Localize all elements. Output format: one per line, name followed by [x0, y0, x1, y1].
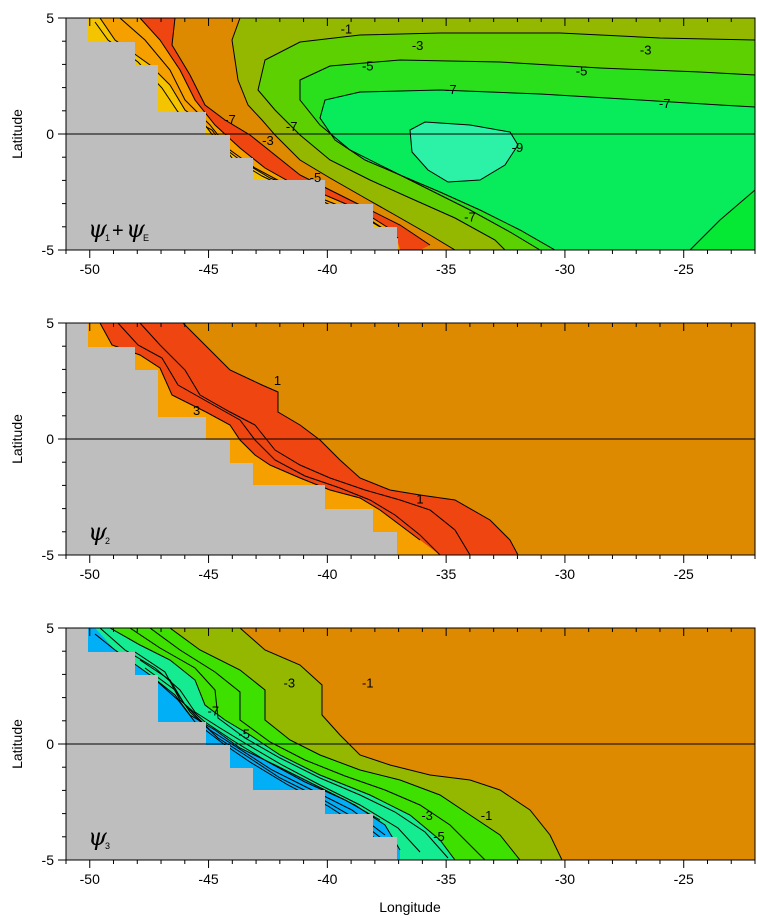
svg-text:3: 3 [105, 841, 110, 851]
region-minimum [410, 122, 518, 182]
svg-text:ψ: ψ [126, 215, 146, 243]
contour-label: -3 [284, 676, 296, 691]
contour-labels: -3 -1-7-5-3 -1-5 [208, 676, 493, 844]
contour-label: -7 [659, 96, 671, 111]
y-tick-label: -5 [42, 852, 55, 868]
ylabel: Latitude [9, 414, 25, 464]
contour-label: -5 [238, 727, 250, 742]
contours [99, 323, 519, 555]
contour-label: -3 [412, 38, 424, 53]
land-mask [66, 628, 397, 860]
y-tick-label: 0 [46, 736, 54, 752]
panel-label: ψ 3 [88, 823, 110, 851]
x-tick-label: -45 [198, 566, 218, 582]
svg-text:E: E [143, 233, 149, 243]
x-tick-label: -50 [80, 871, 100, 887]
x-tick-label: -35 [436, 566, 456, 582]
x-tick-label: -25 [674, 566, 694, 582]
contour-label: -3 [262, 133, 274, 148]
contour-label: -5 [362, 59, 374, 74]
x-tick-label: -50 [80, 261, 100, 277]
x-tick-label: -35 [436, 871, 456, 887]
contour-label: -1 [362, 676, 374, 691]
panel-label: ψ 2 [88, 518, 110, 546]
contour-label: -5 [433, 829, 445, 844]
contour-label: -1 [481, 808, 493, 823]
x-tick-label: -40 [317, 871, 337, 887]
contour-label: -7 [445, 82, 457, 97]
contour-labels: 1 3 1 [193, 373, 424, 506]
land-mask [66, 18, 397, 250]
contour-label: -5 [310, 170, 322, 185]
contour-label: -5 [576, 63, 588, 78]
contour-label: -1 [341, 22, 353, 37]
region-green [258, 33, 755, 250]
x-tick-label: -30 [555, 566, 575, 582]
ylabel: Latitude [9, 109, 25, 159]
y-tick-label: 5 [46, 315, 54, 331]
y-tick-label: 0 [46, 431, 54, 447]
ticks: -50 -45 -40 -35 -30 -25 5 0 -5 [42, 10, 756, 277]
contour-label: -7 [464, 210, 476, 225]
contour-label: -7 [224, 112, 236, 127]
x-tick-label: -40 [317, 261, 337, 277]
x-tick-label: -30 [555, 261, 575, 277]
svg-text:ψ: ψ [88, 215, 108, 243]
x-tick-label: -25 [674, 871, 694, 887]
contour-label: 1 [274, 373, 281, 388]
x-tick-label: -40 [317, 566, 337, 582]
svg-text:ψ: ψ [88, 823, 108, 851]
ylabel: Latitude [9, 719, 25, 769]
contour-label: -3 [421, 808, 433, 823]
x-tick-label: -30 [555, 871, 575, 887]
ticks: -50 -45 -40 -35 -30 -25 5 0 -5 [42, 620, 756, 887]
svg-text:1: 1 [105, 233, 110, 243]
svg-text:ψ: ψ [88, 518, 108, 546]
contour-label: 3 [193, 403, 200, 418]
svg-text:2: 2 [105, 536, 110, 546]
contour-label: -7 [286, 119, 298, 134]
land-mask [66, 323, 397, 555]
svg-text:+: + [112, 220, 124, 242]
y-tick-label: 5 [46, 10, 54, 26]
x-tick-label: -50 [80, 566, 100, 582]
x-tick-label: -35 [436, 261, 456, 277]
contour-label: -9 [512, 140, 524, 155]
y-tick-label: 0 [46, 126, 54, 142]
panel-psi2: -50 -45 -40 -35 -30 -25 5 0 -5 1 3 1 Latitude ψ 2 [9, 315, 756, 582]
x-tick-label: -25 [674, 261, 694, 277]
contour-label: -7 [208, 704, 220, 719]
contour-label: 1 [416, 491, 423, 506]
contour-labels: -1 -3 -3 -5 -5 -7 -7 -7 -7 -3 -9 -5 -7 [224, 22, 670, 225]
y-tick-label: -5 [42, 242, 55, 258]
y-tick-label: -5 [42, 547, 55, 563]
ticks: -50 -45 -40 -35 -30 -25 5 0 -5 [42, 315, 756, 582]
region-yellowgreen [232, 18, 755, 250]
x-tick-label: -45 [198, 871, 218, 887]
y-tick-label: 5 [46, 620, 54, 636]
panel-label: ψ 1 + ψ E [88, 215, 149, 243]
contours [94, 628, 563, 860]
contour-label: -3 [640, 42, 652, 57]
region-lightgreen [300, 60, 755, 250]
xlabel: Longitude [379, 899, 441, 915]
x-tick-label: -45 [198, 261, 218, 277]
